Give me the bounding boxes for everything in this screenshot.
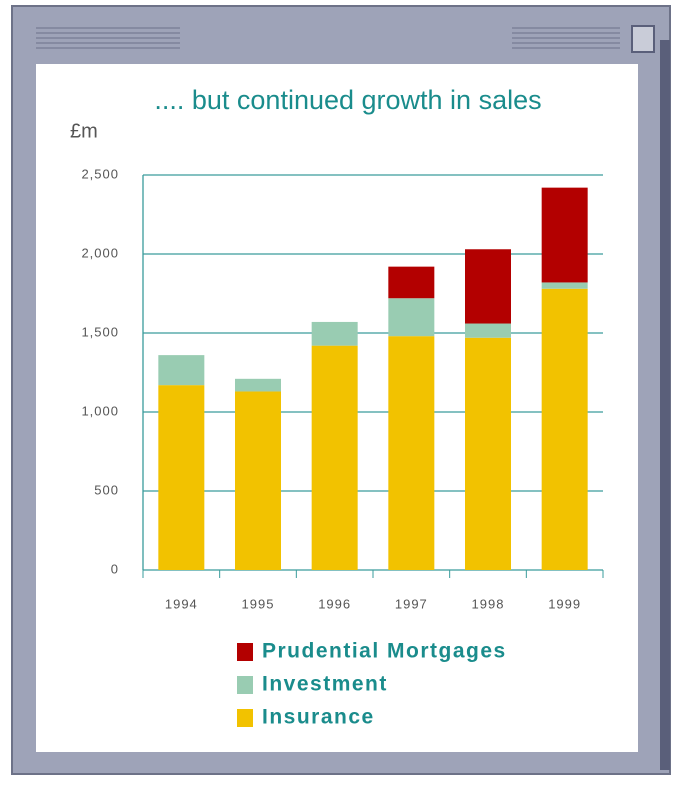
bar-segment bbox=[311, 321, 358, 346]
title-bar-stripes bbox=[36, 27, 620, 49]
bar-segment bbox=[235, 391, 281, 570]
y-tick-label: 1,500 bbox=[81, 324, 119, 339]
y-tick-label: 500 bbox=[94, 482, 119, 497]
x-tick-label: 1999 bbox=[548, 596, 581, 611]
bar-segment bbox=[388, 266, 435, 299]
bar-segment bbox=[235, 378, 281, 392]
bar-segment bbox=[541, 187, 588, 283]
x-tick-label: 1994 bbox=[165, 596, 198, 611]
x-tick-label: 1995 bbox=[242, 596, 275, 611]
y-tick-label: 0 bbox=[111, 561, 119, 576]
y-axis-label: £m bbox=[70, 120, 98, 142]
bar-segment bbox=[541, 282, 588, 289]
x-tick-label: 1997 bbox=[395, 596, 428, 611]
legend-swatch bbox=[237, 709, 253, 727]
bar-segment bbox=[388, 298, 435, 337]
window-shadow bbox=[660, 40, 670, 770]
bar-segment bbox=[465, 323, 511, 338]
bar-segment bbox=[158, 355, 205, 386]
legend-swatch bbox=[237, 643, 253, 661]
x-tick-label: 1998 bbox=[472, 596, 505, 611]
legend-label: Insurance bbox=[262, 706, 375, 729]
bar-segment bbox=[158, 385, 205, 570]
bar-segment bbox=[541, 288, 588, 570]
legend-label: Prudential Mortgages bbox=[262, 640, 507, 663]
x-tick-label: 1996 bbox=[318, 596, 351, 611]
bar-segment bbox=[311, 345, 358, 570]
y-tick-label: 2,000 bbox=[81, 245, 119, 260]
y-tick-label: 1,000 bbox=[81, 403, 119, 418]
window-button[interactable] bbox=[631, 25, 655, 53]
legend-swatch bbox=[237, 676, 253, 694]
bar-segment bbox=[388, 336, 435, 570]
bar-segment bbox=[465, 337, 511, 570]
legend-label: Investment bbox=[262, 673, 388, 696]
y-tick-label: 2,500 bbox=[81, 166, 119, 181]
chart-title: .... but continued growth in sales bbox=[154, 85, 541, 115]
bar-segment bbox=[465, 249, 511, 324]
